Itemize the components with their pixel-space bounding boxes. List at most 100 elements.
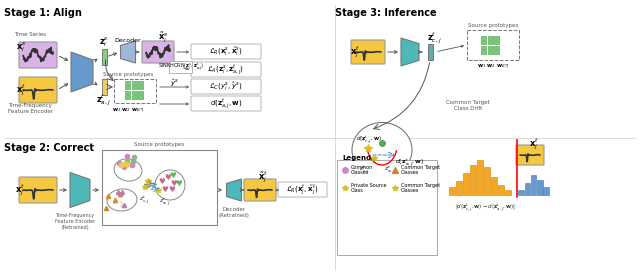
Bar bbox=[543, 187, 548, 195]
Text: $\mathbf{x}_j^t$: $\mathbf{x}_j^t$ bbox=[15, 182, 25, 198]
Text: $\mathcal{L}_A(\mathbf{z}_i^s, \mathbf{z}_{a,j}^t)$: $\mathcal{L}_A(\mathbf{z}_i^s, \mathbf{z… bbox=[207, 63, 244, 77]
Text: Time-Frequency
Feature Encoder: Time-Frequency Feature Encoder bbox=[8, 103, 52, 114]
Text: Time Series: Time Series bbox=[14, 32, 46, 37]
FancyBboxPatch shape bbox=[125, 95, 131, 99]
Text: $\mathbf{x}_j^t$: $\mathbf{x}_j^t$ bbox=[350, 44, 360, 60]
Polygon shape bbox=[70, 173, 90, 207]
FancyBboxPatch shape bbox=[138, 95, 143, 99]
FancyBboxPatch shape bbox=[102, 150, 217, 225]
Text: $\mathbf{x}_j^t$: $\mathbf{x}_j^t$ bbox=[529, 136, 539, 152]
Ellipse shape bbox=[352, 123, 412, 177]
FancyBboxPatch shape bbox=[244, 179, 276, 201]
Text: $\mathbf{z}_{a,j}^t$: $\mathbf{z}_{a,j}^t$ bbox=[97, 92, 111, 108]
Text: ♥: ♥ bbox=[161, 185, 168, 194]
Bar bbox=[499, 185, 504, 195]
Text: Legend: Legend bbox=[342, 155, 371, 161]
Polygon shape bbox=[71, 52, 93, 92]
FancyBboxPatch shape bbox=[19, 77, 57, 103]
Text: $\mathbf{x}_j^t$: $\mathbf{x}_j^t$ bbox=[16, 82, 26, 98]
Text: $|d(\mathbf{z}_{c,j}^t, \mathbf{w}) - d(\mathbf{z}_{a,j}^t, \mathbf{w})|$: $|d(\mathbf{z}_{c,j}^t, \mathbf{w}) - d(… bbox=[454, 202, 515, 214]
FancyBboxPatch shape bbox=[481, 36, 486, 40]
Bar bbox=[518, 190, 524, 195]
FancyBboxPatch shape bbox=[428, 44, 433, 60]
Text: Source prototypes: Source prototypes bbox=[103, 72, 153, 77]
Text: Common
Classes: Common Classes bbox=[351, 165, 373, 175]
FancyBboxPatch shape bbox=[493, 50, 499, 54]
Text: ♥: ♥ bbox=[171, 179, 177, 188]
Text: $\mathcal{L}_R(\mathbf{x}_i^s, \tilde{\mathbf{x}}_i^s)$: $\mathcal{L}_R(\mathbf{x}_i^s, \tilde{\m… bbox=[209, 46, 243, 58]
FancyBboxPatch shape bbox=[138, 91, 143, 94]
Text: $\mathbf{x}_i^s$: $\mathbf{x}_i^s$ bbox=[16, 40, 26, 54]
Text: $\mathcal{L}_C(y_i^s, \hat{y}^s)$: $\mathcal{L}_C(y_i^s, \hat{y}^s)$ bbox=[209, 81, 243, 93]
Bar bbox=[484, 167, 490, 195]
Text: Stage 1: Align: Stage 1: Align bbox=[4, 8, 82, 18]
Bar bbox=[531, 175, 536, 195]
Text: Stage 2: Correct: Stage 2: Correct bbox=[4, 143, 94, 153]
FancyBboxPatch shape bbox=[131, 91, 136, 94]
FancyBboxPatch shape bbox=[102, 79, 106, 95]
Polygon shape bbox=[120, 41, 136, 63]
Text: $\mathrm{SINKHORN}(\mathbf{z}_i^s, \mathbf{z}_{a,j}^t)$: $\mathrm{SINKHORN}(\mathbf{z}_i^s, \math… bbox=[158, 62, 204, 73]
FancyBboxPatch shape bbox=[516, 145, 544, 165]
FancyBboxPatch shape bbox=[481, 50, 486, 54]
Polygon shape bbox=[227, 179, 241, 201]
Text: $\hat{y}^s$: $\hat{y}^s$ bbox=[170, 77, 179, 89]
FancyBboxPatch shape bbox=[102, 49, 106, 65]
Text: ☽: ☽ bbox=[115, 192, 121, 198]
FancyBboxPatch shape bbox=[493, 36, 499, 40]
FancyBboxPatch shape bbox=[142, 41, 174, 63]
Text: $\tilde{\mathbf{x}}_j^t$: $\tilde{\mathbf{x}}_j^t$ bbox=[258, 169, 268, 185]
FancyBboxPatch shape bbox=[481, 46, 486, 49]
Bar bbox=[505, 190, 511, 195]
Text: ♥: ♥ bbox=[159, 177, 165, 186]
FancyBboxPatch shape bbox=[125, 86, 131, 89]
Text: Stage 3: Inference: Stage 3: Inference bbox=[335, 8, 436, 18]
FancyBboxPatch shape bbox=[278, 182, 327, 197]
Text: Decoder
(Retrained): Decoder (Retrained) bbox=[219, 207, 250, 218]
Text: Time-Frequency
Feature Encoder
(Retrained): Time-Frequency Feature Encoder (Retraine… bbox=[55, 213, 95, 230]
FancyBboxPatch shape bbox=[131, 81, 136, 85]
FancyBboxPatch shape bbox=[191, 62, 261, 77]
FancyBboxPatch shape bbox=[125, 81, 131, 85]
Text: Private Source
Class: Private Source Class bbox=[351, 183, 387, 193]
FancyBboxPatch shape bbox=[493, 41, 499, 44]
Text: Common Target
Classes: Common Target Classes bbox=[401, 183, 440, 193]
FancyBboxPatch shape bbox=[170, 61, 193, 73]
Bar bbox=[456, 181, 461, 195]
Text: ♥: ♥ bbox=[168, 185, 175, 194]
Text: $z_{c,j}^t$: $z_{c,j}^t$ bbox=[140, 194, 150, 206]
Text: ♥: ♥ bbox=[170, 171, 177, 180]
FancyBboxPatch shape bbox=[191, 44, 261, 59]
Text: ☽: ☽ bbox=[117, 202, 123, 208]
Bar bbox=[470, 165, 476, 195]
FancyBboxPatch shape bbox=[131, 86, 136, 89]
Text: $\mathbf{w}_1\ \mathbf{w}_2\ \mathbf{w}_{|C^s|}$: $\mathbf{w}_1\ \mathbf{w}_2\ \mathbf{w}_… bbox=[111, 106, 145, 114]
FancyBboxPatch shape bbox=[138, 81, 143, 85]
FancyBboxPatch shape bbox=[488, 50, 493, 54]
FancyBboxPatch shape bbox=[138, 86, 143, 89]
FancyBboxPatch shape bbox=[337, 160, 437, 255]
Text: $\mathbf{w}_1\ \mathbf{w}_2\ \mathbf{w}_{|C^s|}$: $\mathbf{w}_1\ \mathbf{w}_2\ \mathbf{w}_… bbox=[477, 62, 509, 70]
Text: $z_{c,j}^t$: $z_{c,j}^t$ bbox=[360, 164, 371, 176]
Text: ♥: ♥ bbox=[175, 179, 182, 188]
Bar bbox=[449, 187, 455, 195]
Text: Source prototypes: Source prototypes bbox=[134, 142, 184, 147]
FancyBboxPatch shape bbox=[19, 177, 57, 203]
FancyBboxPatch shape bbox=[191, 79, 261, 94]
FancyBboxPatch shape bbox=[481, 41, 486, 44]
Text: $d(\mathbf{z}_{c,j}^t, \mathbf{w})$: $d(\mathbf{z}_{c,j}^t, \mathbf{w})$ bbox=[356, 134, 381, 146]
FancyBboxPatch shape bbox=[19, 42, 57, 68]
Text: Common Target
Class Drift: Common Target Class Drift bbox=[446, 100, 490, 111]
Text: $z_{a,j}^t$: $z_{a,j}^t$ bbox=[159, 196, 171, 208]
Polygon shape bbox=[401, 38, 419, 66]
Text: Decoder: Decoder bbox=[115, 37, 141, 43]
Text: $z_{a,j}^t$: $z_{a,j}^t$ bbox=[384, 164, 396, 176]
Text: $d(\mathbf{z}_{a,j}^t, \mathbf{w})$: $d(\mathbf{z}_{a,j}^t, \mathbf{w})$ bbox=[210, 97, 243, 111]
Text: $\mathbf{z}_{c,j}^t$: $\mathbf{z}_{c,j}^t$ bbox=[427, 30, 442, 46]
FancyBboxPatch shape bbox=[493, 46, 499, 49]
Bar bbox=[537, 180, 543, 195]
Text: ☽: ☽ bbox=[111, 199, 117, 205]
FancyBboxPatch shape bbox=[488, 46, 493, 49]
FancyBboxPatch shape bbox=[125, 91, 131, 94]
Bar bbox=[477, 160, 483, 195]
